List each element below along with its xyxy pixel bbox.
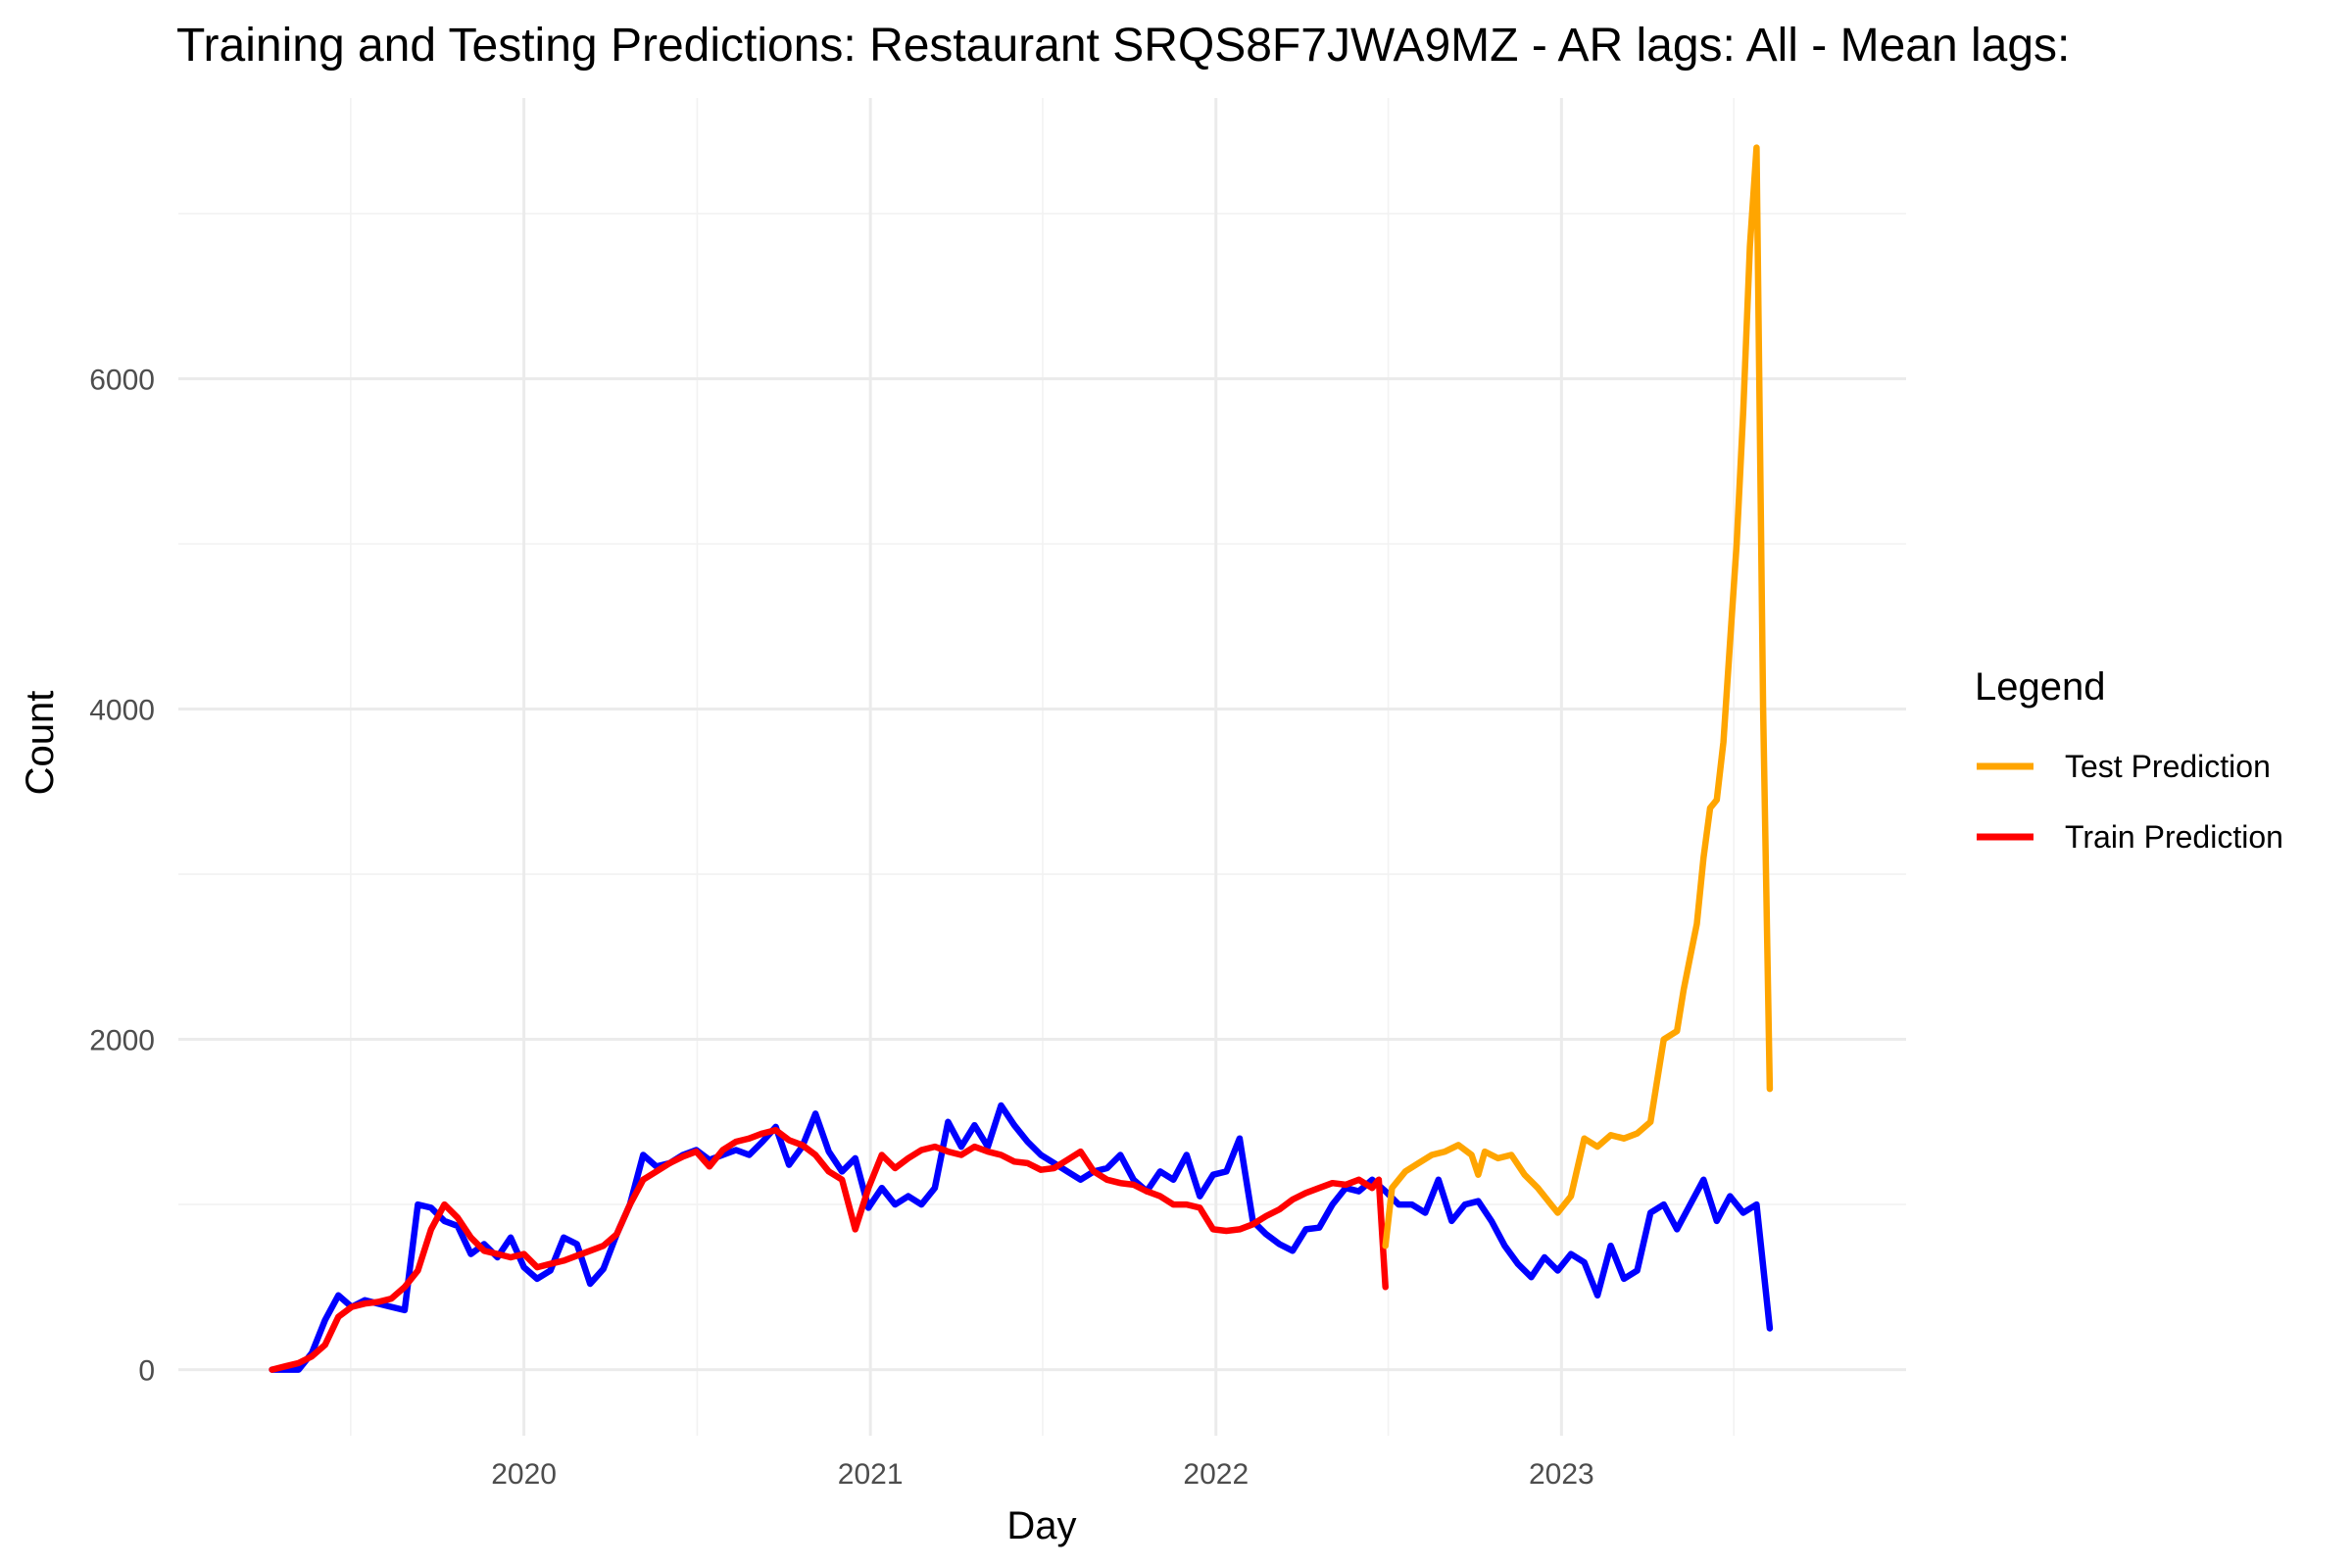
x-tick-label: 2022 xyxy=(1183,1458,1249,1491)
y-tick-label: 4000 xyxy=(89,695,155,727)
plot-area xyxy=(269,144,1774,1373)
x-tick-label: 2020 xyxy=(491,1458,557,1491)
x-tick-label: 2021 xyxy=(838,1458,904,1491)
legend-label: Test Prediction xyxy=(2065,749,2271,784)
y-axis: 0 2000 4000 6000 xyxy=(89,364,155,1387)
minor-gridlines xyxy=(178,98,1906,1436)
legend-label: Train Prediction xyxy=(2065,819,2283,855)
x-axis: 2020 2021 2022 2023 xyxy=(491,1458,1594,1491)
series-line-train xyxy=(269,1126,1389,1373)
y-tick-label: 6000 xyxy=(89,364,155,396)
legend-title: Legend xyxy=(1975,665,2105,709)
chart-title: Training and Testing Predictions: Restau… xyxy=(176,20,2070,72)
y-axis-title: Count xyxy=(19,691,62,796)
x-axis-title: Day xyxy=(1006,1504,1076,1547)
legend: Legend Test Prediction Train Prediction xyxy=(1975,665,2283,855)
series-line-actual xyxy=(269,1102,1774,1373)
series-line-test xyxy=(1382,144,1774,1250)
x-tick-label: 2023 xyxy=(1529,1458,1594,1491)
y-tick-label: 0 xyxy=(138,1355,155,1388)
y-tick-label: 2000 xyxy=(89,1025,155,1057)
